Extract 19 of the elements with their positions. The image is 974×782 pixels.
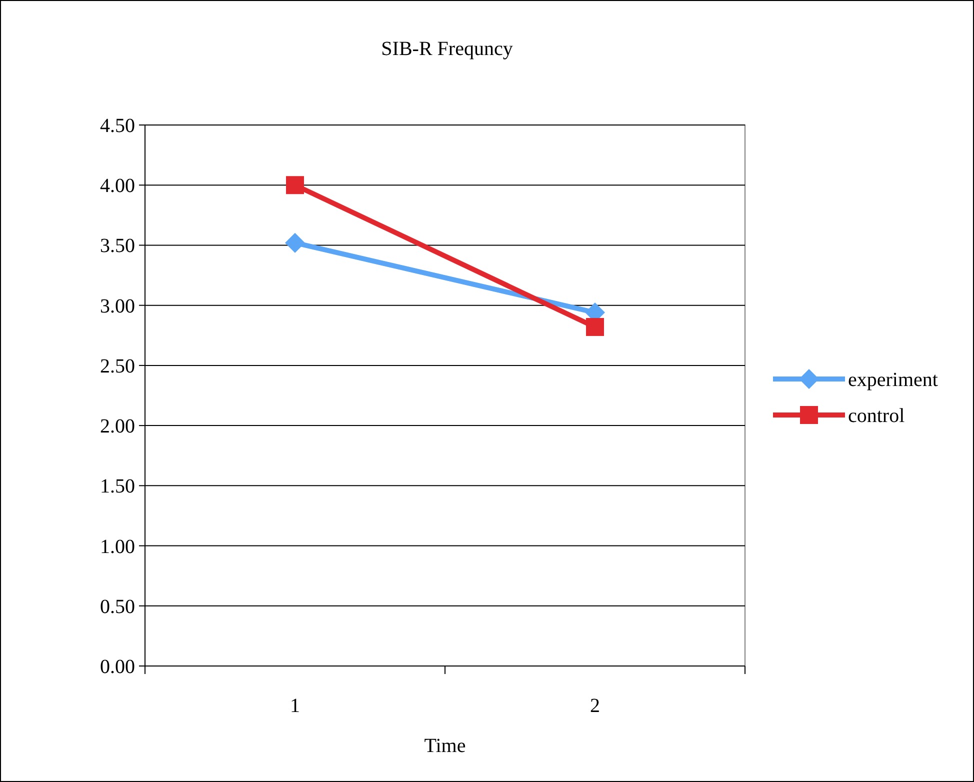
y-tick-label: 4.00 — [100, 175, 135, 198]
point — [586, 318, 604, 336]
x-tick-label: 1 — [290, 695, 300, 717]
y-tick-label: 0.50 — [100, 596, 135, 618]
legend-label: experiment — [848, 369, 938, 391]
point — [286, 176, 304, 194]
y-tick-label: 1.50 — [100, 476, 135, 498]
y-tick-label: 2.00 — [100, 416, 135, 438]
y-tick-label: 3.00 — [100, 295, 135, 318]
point — [285, 232, 305, 253]
y-tick-label: 3.50 — [100, 235, 135, 258]
x-tick-label: 2 — [590, 695, 600, 717]
chart-title: SIB-R Frequncy — [381, 38, 513, 60]
y-tick-label: 0.00 — [100, 656, 135, 678]
y-tick-label: 2.50 — [100, 355, 135, 378]
x-axis-title: Time — [424, 735, 466, 757]
legend-label: control — [848, 405, 906, 427]
y-tick-label: 1.00 — [100, 536, 135, 558]
y-tick-label: 4.50 — [100, 115, 135, 137]
